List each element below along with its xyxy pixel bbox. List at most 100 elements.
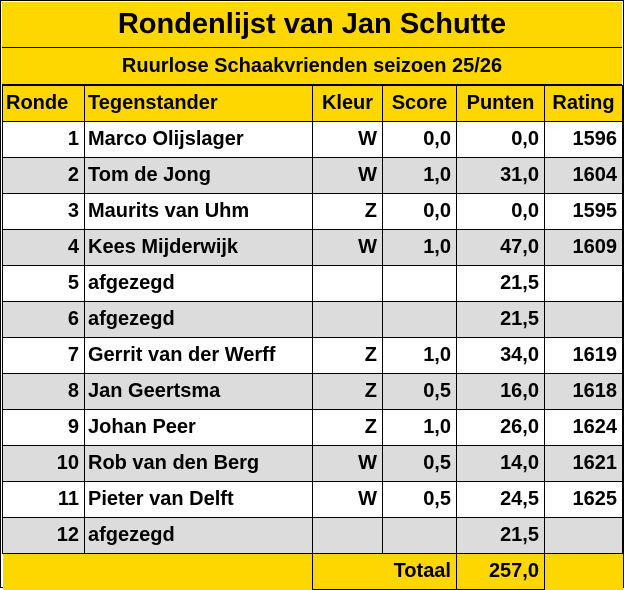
- cell-ronde: 8: [2, 373, 85, 410]
- total-row: Totaal 257,0: [2, 553, 623, 590]
- cell-score: 0,5: [382, 481, 457, 518]
- page-subtitle: Ruurlose Schaakvrienden seizoen 25/26: [2, 48, 622, 85]
- cell-punten: 21,5: [456, 265, 545, 302]
- table-row: 5 afgezegd 21,5: [2, 265, 623, 302]
- cell-tegenstander: Rob van den Berg: [84, 445, 313, 482]
- cell-rating: 1609: [544, 229, 623, 266]
- cell-punten: 21,5: [456, 301, 545, 338]
- cell-score: 0,5: [382, 373, 457, 410]
- cell-kleur: Z: [312, 409, 383, 446]
- total-spacer-right: [544, 553, 623, 590]
- cell-ronde: 1: [2, 121, 85, 158]
- cell-score: 0,5: [382, 445, 457, 482]
- cell-score: 0,0: [382, 121, 457, 158]
- cell-score: 1,0: [382, 229, 457, 266]
- cell-tegenstander: afgezegd: [84, 265, 313, 302]
- cell-punten: 31,0: [456, 157, 545, 194]
- table-row: 12 afgezegd 21,5: [2, 517, 623, 554]
- cell-punten: 0,0: [456, 193, 545, 230]
- table-row: 9 Johan Peer Z 1,0 26,0 1624: [2, 409, 623, 446]
- cell-ronde: 9: [2, 409, 85, 446]
- cell-ronde: 6: [2, 301, 85, 338]
- cell-punten: 16,0: [456, 373, 545, 410]
- cell-punten: 26,0: [456, 409, 545, 446]
- header-ronde: Ronde: [2, 85, 85, 122]
- page-title: Rondenlijst van Jan Schutte: [2, 2, 622, 48]
- cell-rating: 1618: [544, 373, 623, 410]
- cell-rating: 1596: [544, 121, 623, 158]
- cell-score: 1,0: [382, 409, 457, 446]
- cell-tegenstander: afgezegd: [84, 301, 313, 338]
- cell-kleur: W: [312, 445, 383, 482]
- cell-kleur: [312, 301, 383, 338]
- cell-ronde: 5: [2, 265, 85, 302]
- cell-kleur: Z: [312, 193, 383, 230]
- cell-score: [382, 265, 457, 302]
- cell-kleur: [312, 265, 383, 302]
- cell-rating: 1604: [544, 157, 623, 194]
- header-rating: Rating: [544, 85, 623, 122]
- cell-score: [382, 301, 457, 338]
- header-tegenstander: Tegenstander: [84, 85, 313, 122]
- cell-rating: [544, 301, 623, 338]
- cell-rating: 1624: [544, 409, 623, 446]
- cell-tegenstander: Jan Geertsma: [84, 373, 313, 410]
- rounds-table: Ronde Tegenstander Kleur Score Punten Ra…: [2, 85, 623, 590]
- cell-kleur: Z: [312, 373, 383, 410]
- header-score: Score: [382, 85, 457, 122]
- cell-rating: 1621: [544, 445, 623, 482]
- cell-rating: 1625: [544, 481, 623, 518]
- cell-rating: 1595: [544, 193, 623, 230]
- total-punten: 257,0: [456, 553, 545, 590]
- cell-punten: 21,5: [456, 517, 545, 554]
- table-row: 11 Pieter van Delft W 0,5 24,5 1625: [2, 481, 623, 518]
- cell-kleur: W: [312, 121, 383, 158]
- cell-kleur: [312, 517, 383, 554]
- table-row: 7 Gerrit van der Werff Z 1,0 34,0 1619: [2, 337, 623, 374]
- header-kleur: Kleur: [312, 85, 383, 122]
- table-row: 8 Jan Geertsma Z 0,5 16,0 1618: [2, 373, 623, 410]
- table-header-row: Ronde Tegenstander Kleur Score Punten Ra…: [2, 85, 623, 122]
- cell-kleur: Z: [312, 337, 383, 374]
- table-row: 6 afgezegd 21,5: [2, 301, 623, 338]
- cell-score: 1,0: [382, 157, 457, 194]
- cell-rating: 1619: [544, 337, 623, 374]
- cell-rating: [544, 517, 623, 554]
- table-row: 2 Tom de Jong W 1,0 31,0 1604: [2, 157, 623, 194]
- cell-score: 1,0: [382, 337, 457, 374]
- cell-tegenstander: afgezegd: [84, 517, 313, 554]
- cell-tegenstander: Pieter van Delft: [84, 481, 313, 518]
- cell-tegenstander: Tom de Jong: [84, 157, 313, 194]
- cell-ronde: 2: [2, 157, 85, 194]
- cell-ronde: 10: [2, 445, 85, 482]
- table-row: 10 Rob van den Berg W 0,5 14,0 1621: [2, 445, 623, 482]
- cell-ronde: 7: [2, 337, 85, 374]
- cell-ronde: 11: [2, 481, 85, 518]
- cell-tegenstander: Marco Olijslager: [84, 121, 313, 158]
- cell-kleur: W: [312, 229, 383, 266]
- cell-kleur: W: [312, 157, 383, 194]
- cell-punten: 47,0: [456, 229, 545, 266]
- cell-tegenstander: Maurits van Uhm: [84, 193, 313, 230]
- header-punten: Punten: [456, 85, 545, 122]
- cell-punten: 24,5: [456, 481, 545, 518]
- cell-punten: 14,0: [456, 445, 545, 482]
- table-row: 4 Kees Mijderwijk W 1,0 47,0 1609: [2, 229, 623, 266]
- total-spacer: [2, 553, 313, 590]
- cell-punten: 34,0: [456, 337, 545, 374]
- table-row: 1 Marco Olijslager W 0,0 0,0 1596: [2, 121, 623, 158]
- cell-tegenstander: Johan Peer: [84, 409, 313, 446]
- cell-rating: [544, 265, 623, 302]
- cell-score: 0,0: [382, 193, 457, 230]
- cell-ronde: 4: [2, 229, 85, 266]
- cell-punten: 0,0: [456, 121, 545, 158]
- table-body: 1 Marco Olijslager W 0,0 0,0 1596 2 Tom …: [2, 121, 623, 590]
- cell-tegenstander: Kees Mijderwijk: [84, 229, 313, 266]
- cell-kleur: W: [312, 481, 383, 518]
- cell-score: [382, 517, 457, 554]
- total-label: Totaal: [312, 553, 457, 590]
- cell-ronde: 3: [2, 193, 85, 230]
- cell-tegenstander: Gerrit van der Werff: [84, 337, 313, 374]
- table-row: 3 Maurits van Uhm Z 0,0 0,0 1595: [2, 193, 623, 230]
